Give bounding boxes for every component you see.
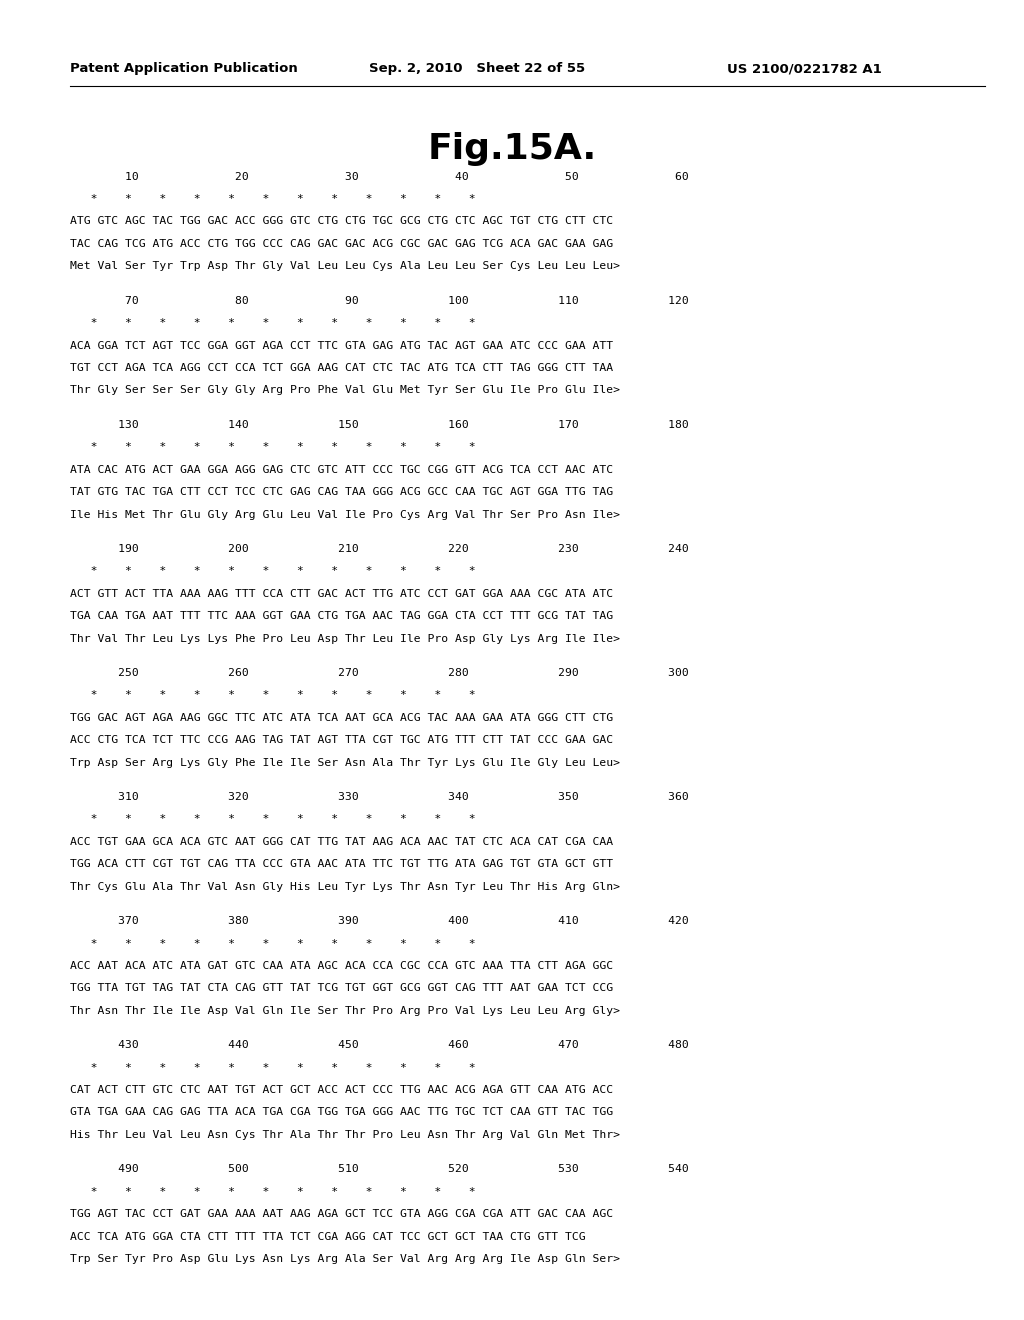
Text: His Thr Leu Val Leu Asn Cys Thr Ala Thr Thr Pro Leu Asn Thr Arg Val Gln Met Thr>: His Thr Leu Val Leu Asn Cys Thr Ala Thr … (70, 1130, 620, 1140)
Text: Fig.15A.: Fig.15A. (427, 132, 597, 166)
Text: 430             440             450             460             470             : 430 440 450 460 470 (70, 1040, 688, 1051)
Text: *    *    *    *    *    *    *    *    *    *    *    *: * * * * * * * * * * * * (70, 1063, 475, 1073)
Text: *    *    *    *    *    *    *    *    *    *    *    *: * * * * * * * * * * * * (70, 318, 475, 329)
Text: 490             500             510             520             530             : 490 500 510 520 530 (70, 1164, 688, 1175)
Text: *    *    *    *    *    *    *    *    *    *    *    *: * * * * * * * * * * * * (70, 939, 475, 949)
Text: *    *    *    *    *    *    *    *    *    *    *    *: * * * * * * * * * * * * (70, 194, 475, 205)
Text: ACC TGT GAA GCA ACA GTC AAT GGG CAT TTG TAT AAG ACA AAC TAT CTC ACA CAT CGA CAA: ACC TGT GAA GCA ACA GTC AAT GGG CAT TTG … (70, 837, 612, 847)
Text: ACC TCA ATG GGA CTA CTT TTT TTA TCT CGA AGG CAT TCC GCT GCT TAA CTG GTT TCG: ACC TCA ATG GGA CTA CTT TTT TTA TCT CGA … (70, 1232, 586, 1242)
Text: ACC AAT ACA ATC ATA GAT GTC CAA ATA AGC ACA CCA CGC CCA GTC AAA TTA CTT AGA GGC: ACC AAT ACA ATC ATA GAT GTC CAA ATA AGC … (70, 961, 612, 972)
Text: *    *    *    *    *    *    *    *    *    *    *    *: * * * * * * * * * * * * (70, 690, 475, 701)
Text: Met Val Ser Tyr Trp Asp Thr Gly Val Leu Leu Cys Ala Leu Leu Ser Cys Leu Leu Leu>: Met Val Ser Tyr Trp Asp Thr Gly Val Leu … (70, 261, 620, 272)
Text: 70              80              90             100             110             1: 70 80 90 100 110 1 (70, 296, 688, 306)
Text: 250             260             270             280             290             : 250 260 270 280 290 (70, 668, 688, 678)
Text: Thr Asn Thr Ile Ile Asp Val Gln Ile Ser Thr Pro Arg Pro Val Lys Leu Leu Arg Gly>: Thr Asn Thr Ile Ile Asp Val Gln Ile Ser … (70, 1006, 620, 1016)
Text: 370             380             390             400             410             : 370 380 390 400 410 (70, 916, 688, 927)
Text: CAT ACT CTT GTC CTC AAT TGT ACT GCT ACC ACT CCC TTG AAC ACG AGA GTT CAA ATG ACC: CAT ACT CTT GTC CTC AAT TGT ACT GCT ACC … (70, 1085, 612, 1096)
Text: Trp Ser Tyr Pro Asp Glu Lys Asn Lys Arg Ala Ser Val Arg Arg Arg Ile Asp Gln Ser>: Trp Ser Tyr Pro Asp Glu Lys Asn Lys Arg … (70, 1254, 620, 1265)
Text: ACC CTG TCA TCT TTC CCG AAG TAG TAT AGT TTA CGT TGC ATG TTT CTT TAT CCC GAA GAC: ACC CTG TCA TCT TTC CCG AAG TAG TAT AGT … (70, 735, 612, 746)
Text: ATA CAC ATG ACT GAA GGA AGG GAG CTC GTC ATT CCC TGC CGG GTT ACG TCA CCT AAC ATC: ATA CAC ATG ACT GAA GGA AGG GAG CTC GTC … (70, 465, 612, 475)
Text: Sep. 2, 2010   Sheet 22 of 55: Sep. 2, 2010 Sheet 22 of 55 (369, 62, 585, 75)
Text: TGA CAA TGA AAT TTT TTC AAA GGT GAA CTG TGA AAC TAG GGA CTA CCT TTT GCG TAT TAG: TGA CAA TGA AAT TTT TTC AAA GGT GAA CTG … (70, 611, 612, 622)
Text: TGG GAC AGT AGA AAG GGC TTC ATC ATA TCA AAT GCA ACG TAC AAA GAA ATA GGG CTT CTG: TGG GAC AGT AGA AAG GGC TTC ATC ATA TCA … (70, 713, 612, 723)
Text: Trp Asp Ser Arg Lys Gly Phe Ile Ile Ser Asn Ala Thr Tyr Lys Glu Ile Gly Leu Leu>: Trp Asp Ser Arg Lys Gly Phe Ile Ile Ser … (70, 758, 620, 768)
Text: Thr Val Thr Leu Lys Lys Phe Pro Leu Asp Thr Leu Ile Pro Asp Gly Lys Arg Ile Ile>: Thr Val Thr Leu Lys Lys Phe Pro Leu Asp … (70, 634, 620, 644)
Text: Thr Gly Ser Ser Ser Gly Gly Arg Pro Phe Val Glu Met Tyr Ser Glu Ile Pro Glu Ile>: Thr Gly Ser Ser Ser Gly Gly Arg Pro Phe … (70, 385, 620, 396)
Text: ACT GTT ACT TTA AAA AAG TTT CCA CTT GAC ACT TTG ATC CCT GAT GGA AAA CGC ATA ATC: ACT GTT ACT TTA AAA AAG TTT CCA CTT GAC … (70, 589, 612, 599)
Text: TGG AGT TAC CCT GAT GAA AAA AAT AAG AGA GCT TCC GTA AGG CGA CGA ATT GAC CAA AGC: TGG AGT TAC CCT GAT GAA AAA AAT AAG AGA … (70, 1209, 612, 1220)
Text: US 2100/0221782 A1: US 2100/0221782 A1 (727, 62, 882, 75)
Text: Patent Application Publication: Patent Application Publication (70, 62, 297, 75)
Text: *    *    *    *    *    *    *    *    *    *    *    *: * * * * * * * * * * * * (70, 814, 475, 825)
Text: Ile His Met Thr Glu Gly Arg Glu Leu Val Ile Pro Cys Arg Val Thr Ser Pro Asn Ile>: Ile His Met Thr Glu Gly Arg Glu Leu Val … (70, 510, 620, 520)
Text: *    *    *    *    *    *    *    *    *    *    *    *: * * * * * * * * * * * * (70, 1187, 475, 1197)
Text: *    *    *    *    *    *    *    *    *    *    *    *: * * * * * * * * * * * * (70, 442, 475, 453)
Text: 190             200             210             220             230             : 190 200 210 220 230 (70, 544, 688, 554)
Text: *    *    *    *    *    *    *    *    *    *    *    *: * * * * * * * * * * * * (70, 566, 475, 577)
Text: ATG GTC AGC TAC TGG GAC ACC GGG GTC CTG CTG TGC GCG CTG CTC AGC TGT CTG CTT CTC: ATG GTC AGC TAC TGG GAC ACC GGG GTC CTG … (70, 216, 612, 227)
Text: 310             320             330             340             350             : 310 320 330 340 350 (70, 792, 688, 803)
Text: ACA GGA TCT AGT TCC GGA GGT AGA CCT TTC GTA GAG ATG TAC AGT GAA ATC CCC GAA ATT: ACA GGA TCT AGT TCC GGA GGT AGA CCT TTC … (70, 341, 612, 351)
Text: TAT GTG TAC TGA CTT CCT TCC CTC GAG CAG TAA GGG ACG GCC CAA TGC AGT GGA TTG TAG: TAT GTG TAC TGA CTT CCT TCC CTC GAG CAG … (70, 487, 612, 498)
Text: 10              20              30              40              50              : 10 20 30 40 50 (70, 172, 688, 182)
Text: TAC CAG TCG ATG ACC CTG TGG CCC CAG GAC GAC ACG CGC GAC GAG TCG ACA GAC GAA GAG: TAC CAG TCG ATG ACC CTG TGG CCC CAG GAC … (70, 239, 612, 249)
Text: GTA TGA GAA CAG GAG TTA ACA TGA CGA TGG TGA GGG AAC TTG TGC TCT CAA GTT TAC TGG: GTA TGA GAA CAG GAG TTA ACA TGA CGA TGG … (70, 1107, 612, 1118)
Text: 130             140             150             160             170             : 130 140 150 160 170 (70, 420, 688, 430)
Text: TGG TTA TGT TAG TAT CTA CAG GTT TAT TCG TGT GGT GCG GGT CAG TTT AAT GAA TCT CCG: TGG TTA TGT TAG TAT CTA CAG GTT TAT TCG … (70, 983, 612, 994)
Text: Thr Cys Glu Ala Thr Val Asn Gly His Leu Tyr Lys Thr Asn Tyr Leu Thr His Arg Gln>: Thr Cys Glu Ala Thr Val Asn Gly His Leu … (70, 882, 620, 892)
Text: TGG ACA CTT CGT TGT CAG TTA CCC GTA AAC ATA TTC TGT TTG ATA GAG TGT GTA GCT GTT: TGG ACA CTT CGT TGT CAG TTA CCC GTA AAC … (70, 859, 612, 870)
Text: TGT CCT AGA TCA AGG CCT CCA TCT GGA AAG CAT CTC TAC ATG TCA CTT TAG GGG CTT TAA: TGT CCT AGA TCA AGG CCT CCA TCT GGA AAG … (70, 363, 612, 374)
